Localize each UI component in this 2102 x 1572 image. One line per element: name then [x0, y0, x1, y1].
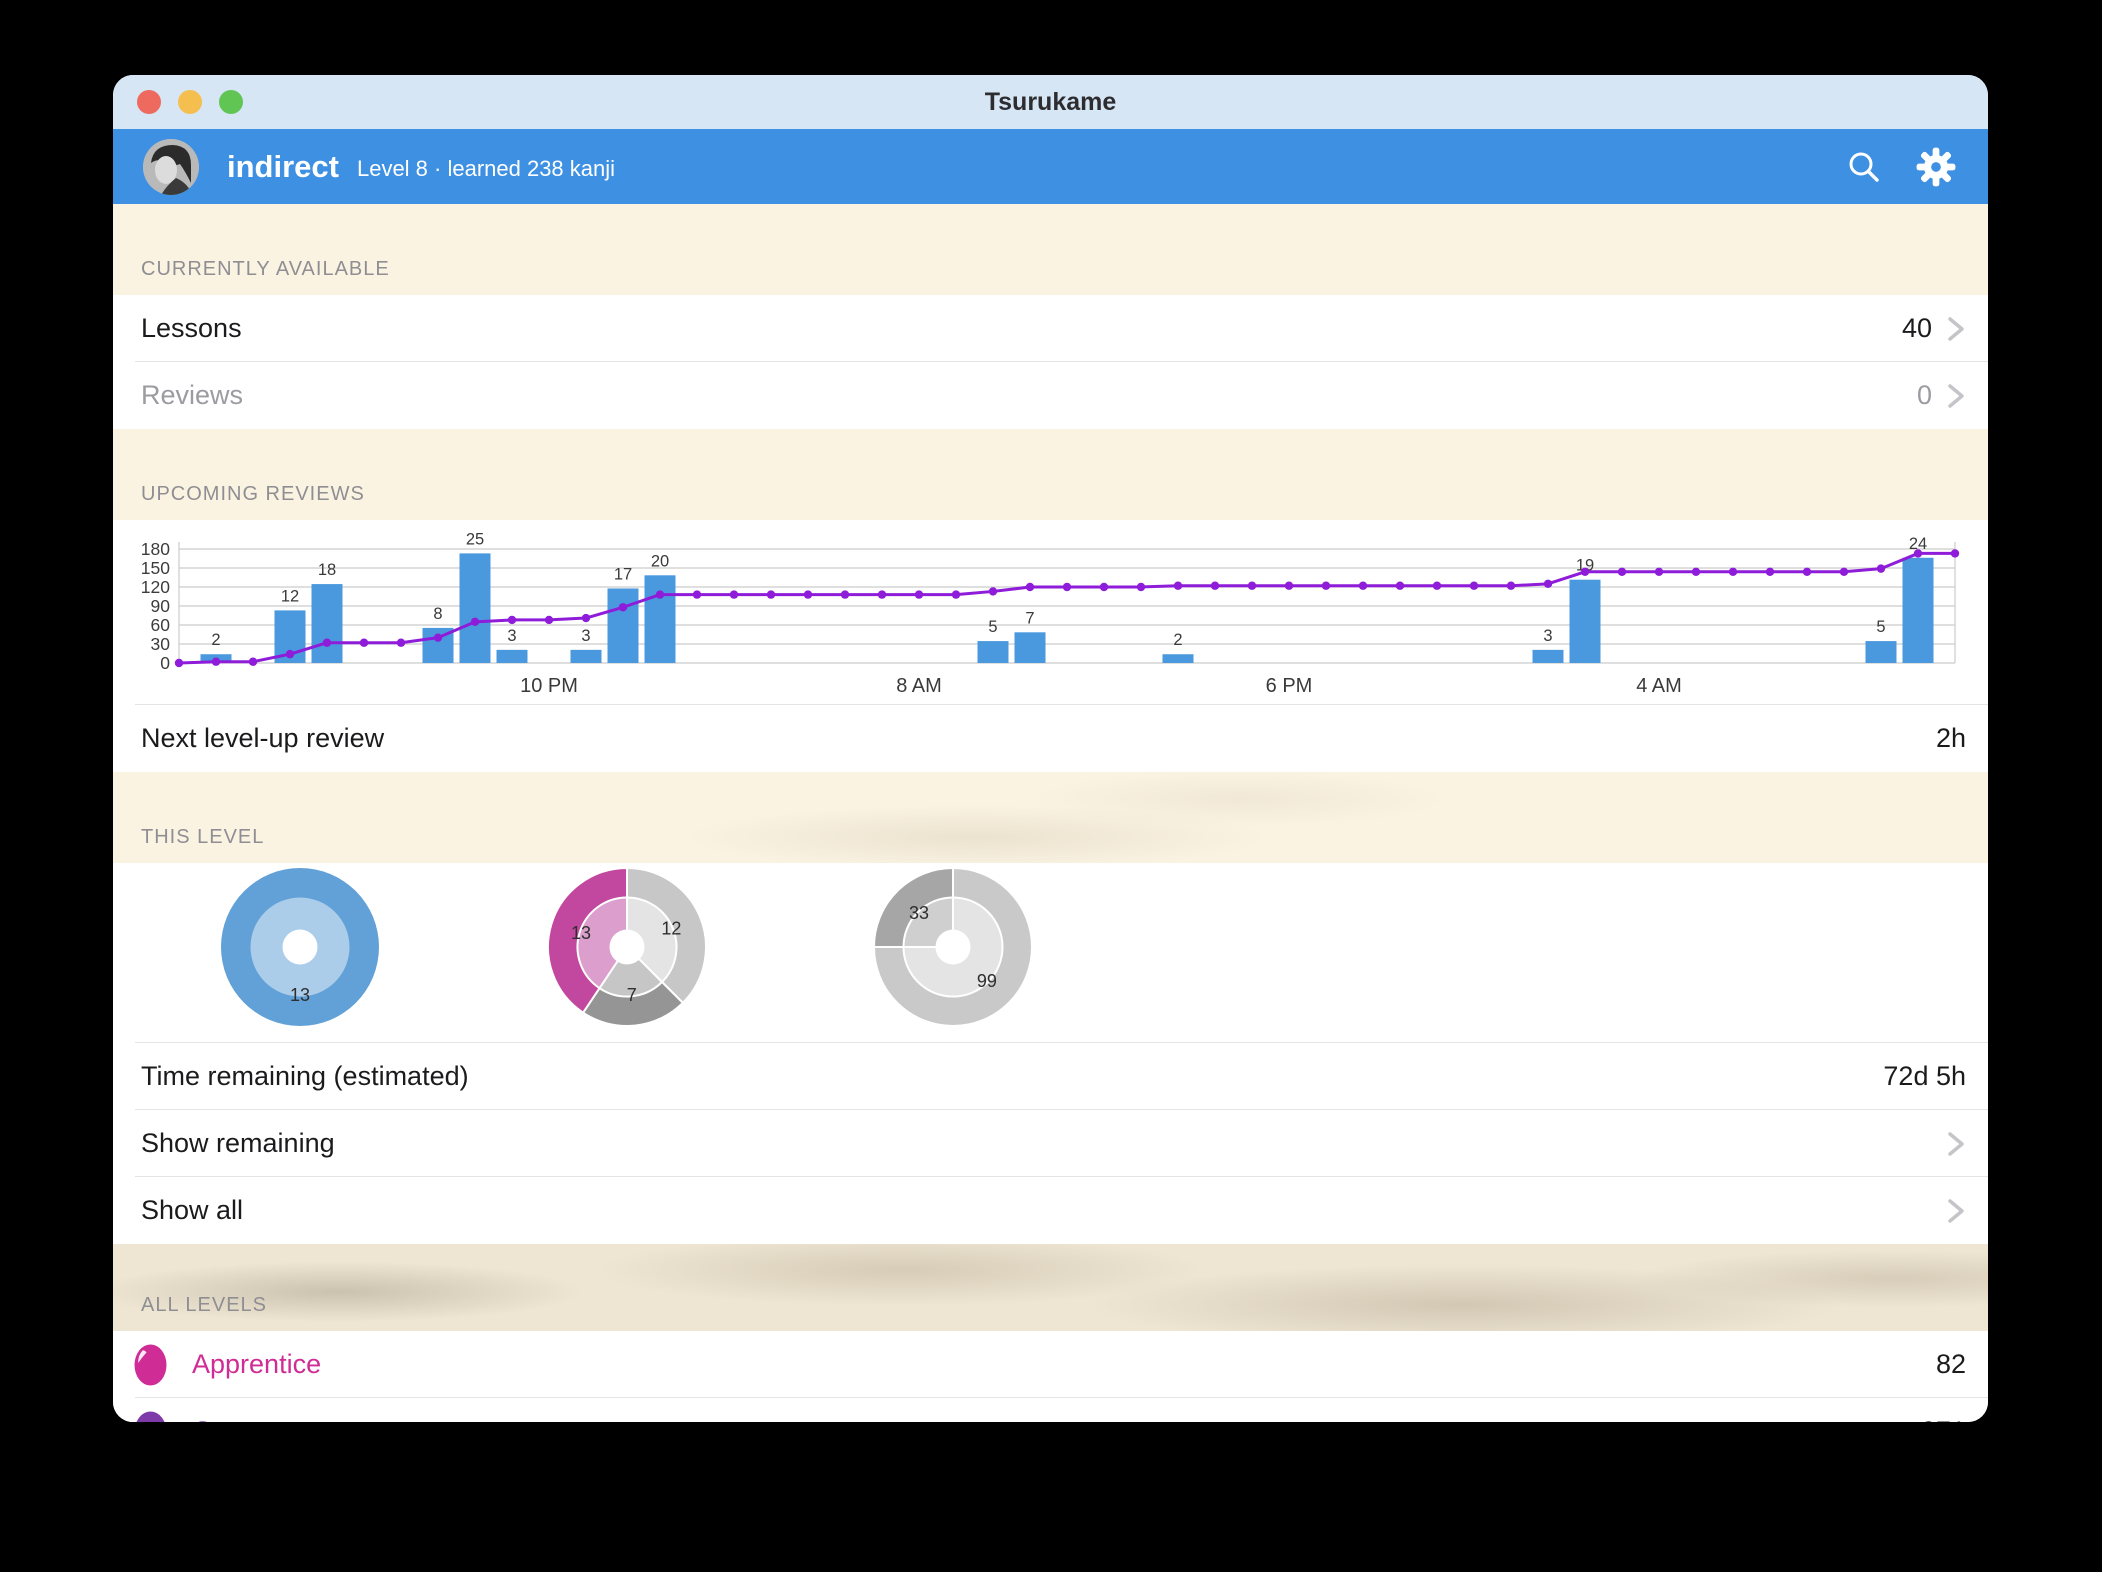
svg-text:4 AM: 4 AM [1636, 675, 1682, 697]
time-remaining-value: 72d 5h [1883, 1061, 1966, 1091]
section-label: THIS LEVEL [141, 826, 265, 848]
svg-text:7: 7 [1025, 609, 1034, 627]
radicals-donut-chart: 13 [221, 868, 379, 1026]
vocabulary-donut-chart: 99 33 [873, 867, 1033, 1027]
time-remaining-label: Time remaining (estimated) [141, 1061, 469, 1091]
svg-text:17: 17 [614, 565, 632, 583]
svg-text:10 PM: 10 PM [520, 675, 578, 697]
settings-button[interactable] [1914, 145, 1958, 189]
search-icon [1849, 152, 1879, 182]
avatar-portrait [143, 138, 199, 195]
svg-text:13: 13 [571, 923, 591, 943]
svg-text:3: 3 [507, 627, 516, 645]
section-upcoming-reviews: UPCOMING REVIEWS [113, 429, 1988, 520]
svg-text:25: 25 [466, 530, 484, 548]
svg-text:18: 18 [318, 561, 336, 579]
search-button[interactable] [1842, 145, 1886, 189]
guru-row[interactable]: Guru 371 [113, 1398, 1988, 1422]
window-title: Tsurukame [984, 87, 1117, 116]
tsurukame-window: Tsurukame indirect Level 8 · learned 238… [113, 75, 1988, 1422]
guru-egg-icon [133, 1410, 168, 1422]
username: indirect [227, 148, 339, 184]
section-all-levels: ALL LEVELS [113, 1244, 1988, 1331]
svg-text:2: 2 [211, 631, 220, 649]
time-remaining-row: Time remaining (estimated) 72d 5h [113, 1043, 1988, 1110]
minimize-button[interactable] [178, 90, 202, 114]
chevron-right-icon [1946, 1128, 1966, 1160]
app-header: indirect Level 8 · learned 238 kanji [113, 129, 1988, 204]
svg-text:2: 2 [1173, 631, 1182, 649]
svg-text:60: 60 [151, 615, 171, 635]
reviews-label: Reviews [141, 380, 244, 410]
zoom-button[interactable] [219, 90, 243, 114]
svg-text:13: 13 [290, 985, 310, 1005]
gear-icon [1916, 147, 1956, 186]
apprentice-egg-icon [133, 1343, 168, 1387]
svg-text:0: 0 [160, 653, 170, 673]
svg-text:150: 150 [141, 558, 170, 578]
traffic-lights [137, 75, 243, 129]
lessons-label: Lessons [141, 313, 242, 343]
reviews-count: 0 [1916, 380, 1932, 410]
close-button[interactable] [137, 90, 161, 114]
apprentice-label: Apprentice [192, 1349, 322, 1379]
apprentice-count: 82 [1935, 1349, 1966, 1379]
svg-text:3: 3 [581, 627, 590, 645]
upcoming-reviews-chart: 0 30 60 90 120 150 180 2 12 18 8 25 3 3 17 20 5 7 2 3 19 5 24 1… [113, 520, 1988, 705]
lessons-row[interactable]: Lessons 40 [113, 295, 1988, 362]
chevron-right-icon [1946, 313, 1966, 345]
svg-text:12: 12 [661, 919, 681, 939]
svg-text:30: 30 [151, 634, 171, 654]
next-levelup-label: Next level-up review [141, 723, 385, 753]
show-all-row[interactable]: Show all [113, 1177, 1988, 1244]
svg-text:20: 20 [651, 552, 669, 570]
svg-text:180: 180 [141, 539, 170, 559]
reviews-row[interactable]: Reviews 0 [113, 362, 1988, 429]
svg-text:90: 90 [151, 596, 171, 616]
show-remaining-label: Show remaining [141, 1128, 335, 1158]
chevron-right-icon [1946, 380, 1966, 412]
svg-text:24: 24 [1909, 535, 1927, 553]
svg-text:33: 33 [909, 903, 929, 923]
guru-label: Guru [192, 1416, 1921, 1422]
svg-text:6 PM: 6 PM [1266, 675, 1313, 697]
svg-text:8 AM: 8 AM [896, 675, 942, 697]
titlebar: Tsurukame [113, 75, 1988, 129]
svg-text:3: 3 [1543, 627, 1552, 645]
svg-text:8: 8 [433, 605, 442, 623]
svg-text:120: 120 [141, 577, 170, 597]
guru-count: 371 [1921, 1416, 1966, 1422]
section-label: UPCOMING REVIEWS [141, 483, 365, 505]
svg-text:5: 5 [988, 618, 997, 636]
apprentice-row[interactable]: Apprentice 82 [113, 1331, 1988, 1398]
kanji-donut-chart: 12 7 13 [547, 867, 707, 1027]
svg-text:19: 19 [1576, 557, 1594, 575]
svg-text:12: 12 [281, 587, 299, 605]
section-currently-available: CURRENTLY AVAILABLE [113, 204, 1988, 295]
lessons-count: 40 [1901, 313, 1932, 343]
next-levelup-value: 2h [1935, 723, 1966, 753]
svg-text:99: 99 [977, 971, 997, 991]
show-all-label: Show all [141, 1195, 244, 1225]
user-level-summary: Level 8 · learned 238 kanji [356, 155, 616, 181]
section-this-level: THIS LEVEL [113, 772, 1988, 863]
show-remaining-row[interactable]: Show remaining [113, 1110, 1988, 1177]
section-label: CURRENTLY AVAILABLE [141, 258, 390, 280]
svg-text:7: 7 [627, 985, 637, 1005]
next-levelup-row: Next level-up review 2h [113, 705, 1988, 772]
section-label: ALL LEVELS [141, 1294, 268, 1316]
chevron-right-icon [1946, 1195, 1966, 1227]
svg-text:5: 5 [1876, 618, 1885, 636]
avatar[interactable] [143, 138, 199, 195]
level-progress-donuts: 13 12 7 13 99 33 [113, 863, 1988, 1043]
